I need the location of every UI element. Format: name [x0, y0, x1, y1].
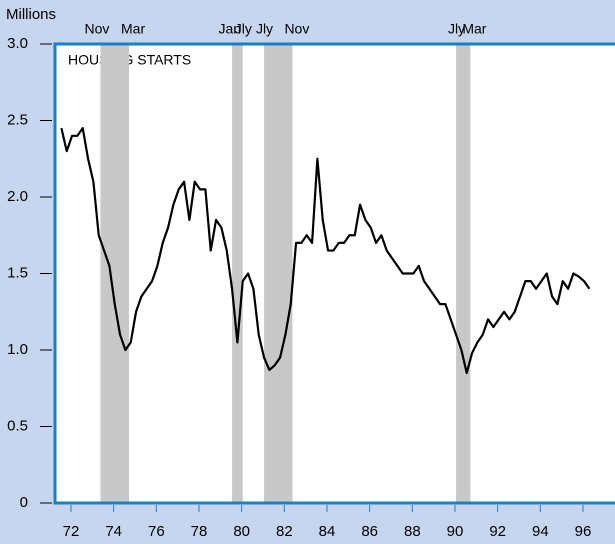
plot-area	[55, 44, 615, 503]
x-tick-label: 72	[63, 523, 80, 540]
y-tick-label: 1.0	[7, 341, 28, 358]
recession-band	[264, 44, 293, 503]
x-tick-label: 88	[404, 523, 421, 540]
x-tick-label: 86	[361, 523, 378, 540]
recession-band	[232, 44, 243, 503]
recession-start-label: Jly	[448, 21, 465, 37]
x-tick-label: 84	[319, 523, 336, 540]
recession-end-label: Mar	[462, 21, 486, 37]
recession-band	[456, 44, 471, 503]
recession-start-label: Jan	[218, 21, 241, 37]
y-tick-label: 2.0	[7, 188, 28, 205]
x-tick-label: 96	[575, 523, 592, 540]
recession-end-label: Mar	[121, 21, 145, 37]
y-axis-label: Millions	[6, 6, 56, 23]
y-tick-label: 0.5	[7, 417, 28, 434]
x-tick-label: 80	[233, 523, 250, 540]
x-tick-label: 78	[191, 523, 208, 540]
x-tick-label: 94	[532, 523, 549, 540]
x-tick-label: 82	[276, 523, 293, 540]
x-tick-label: 74	[105, 523, 122, 540]
x-tick-label: 92	[489, 523, 506, 540]
recession-band	[100, 44, 130, 503]
recession-start-label: Jly	[256, 21, 273, 37]
y-tick-label: 1.5	[7, 264, 28, 281]
y-tick-label: 2.5	[7, 111, 28, 128]
x-tick-label: 76	[148, 523, 165, 540]
y-tick-label: 3.0	[7, 35, 28, 52]
data-line	[60, 127, 591, 375]
recession-start-label: Nov	[85, 21, 110, 37]
plot-border	[53, 42, 615, 505]
y-tick-label: 0	[20, 494, 28, 511]
annotation: HOUSING STARTS	[68, 52, 191, 68]
recession-end-label: Jly	[235, 21, 252, 37]
x-tick-label: 90	[447, 523, 464, 540]
recession-end-label: Nov	[284, 21, 309, 37]
